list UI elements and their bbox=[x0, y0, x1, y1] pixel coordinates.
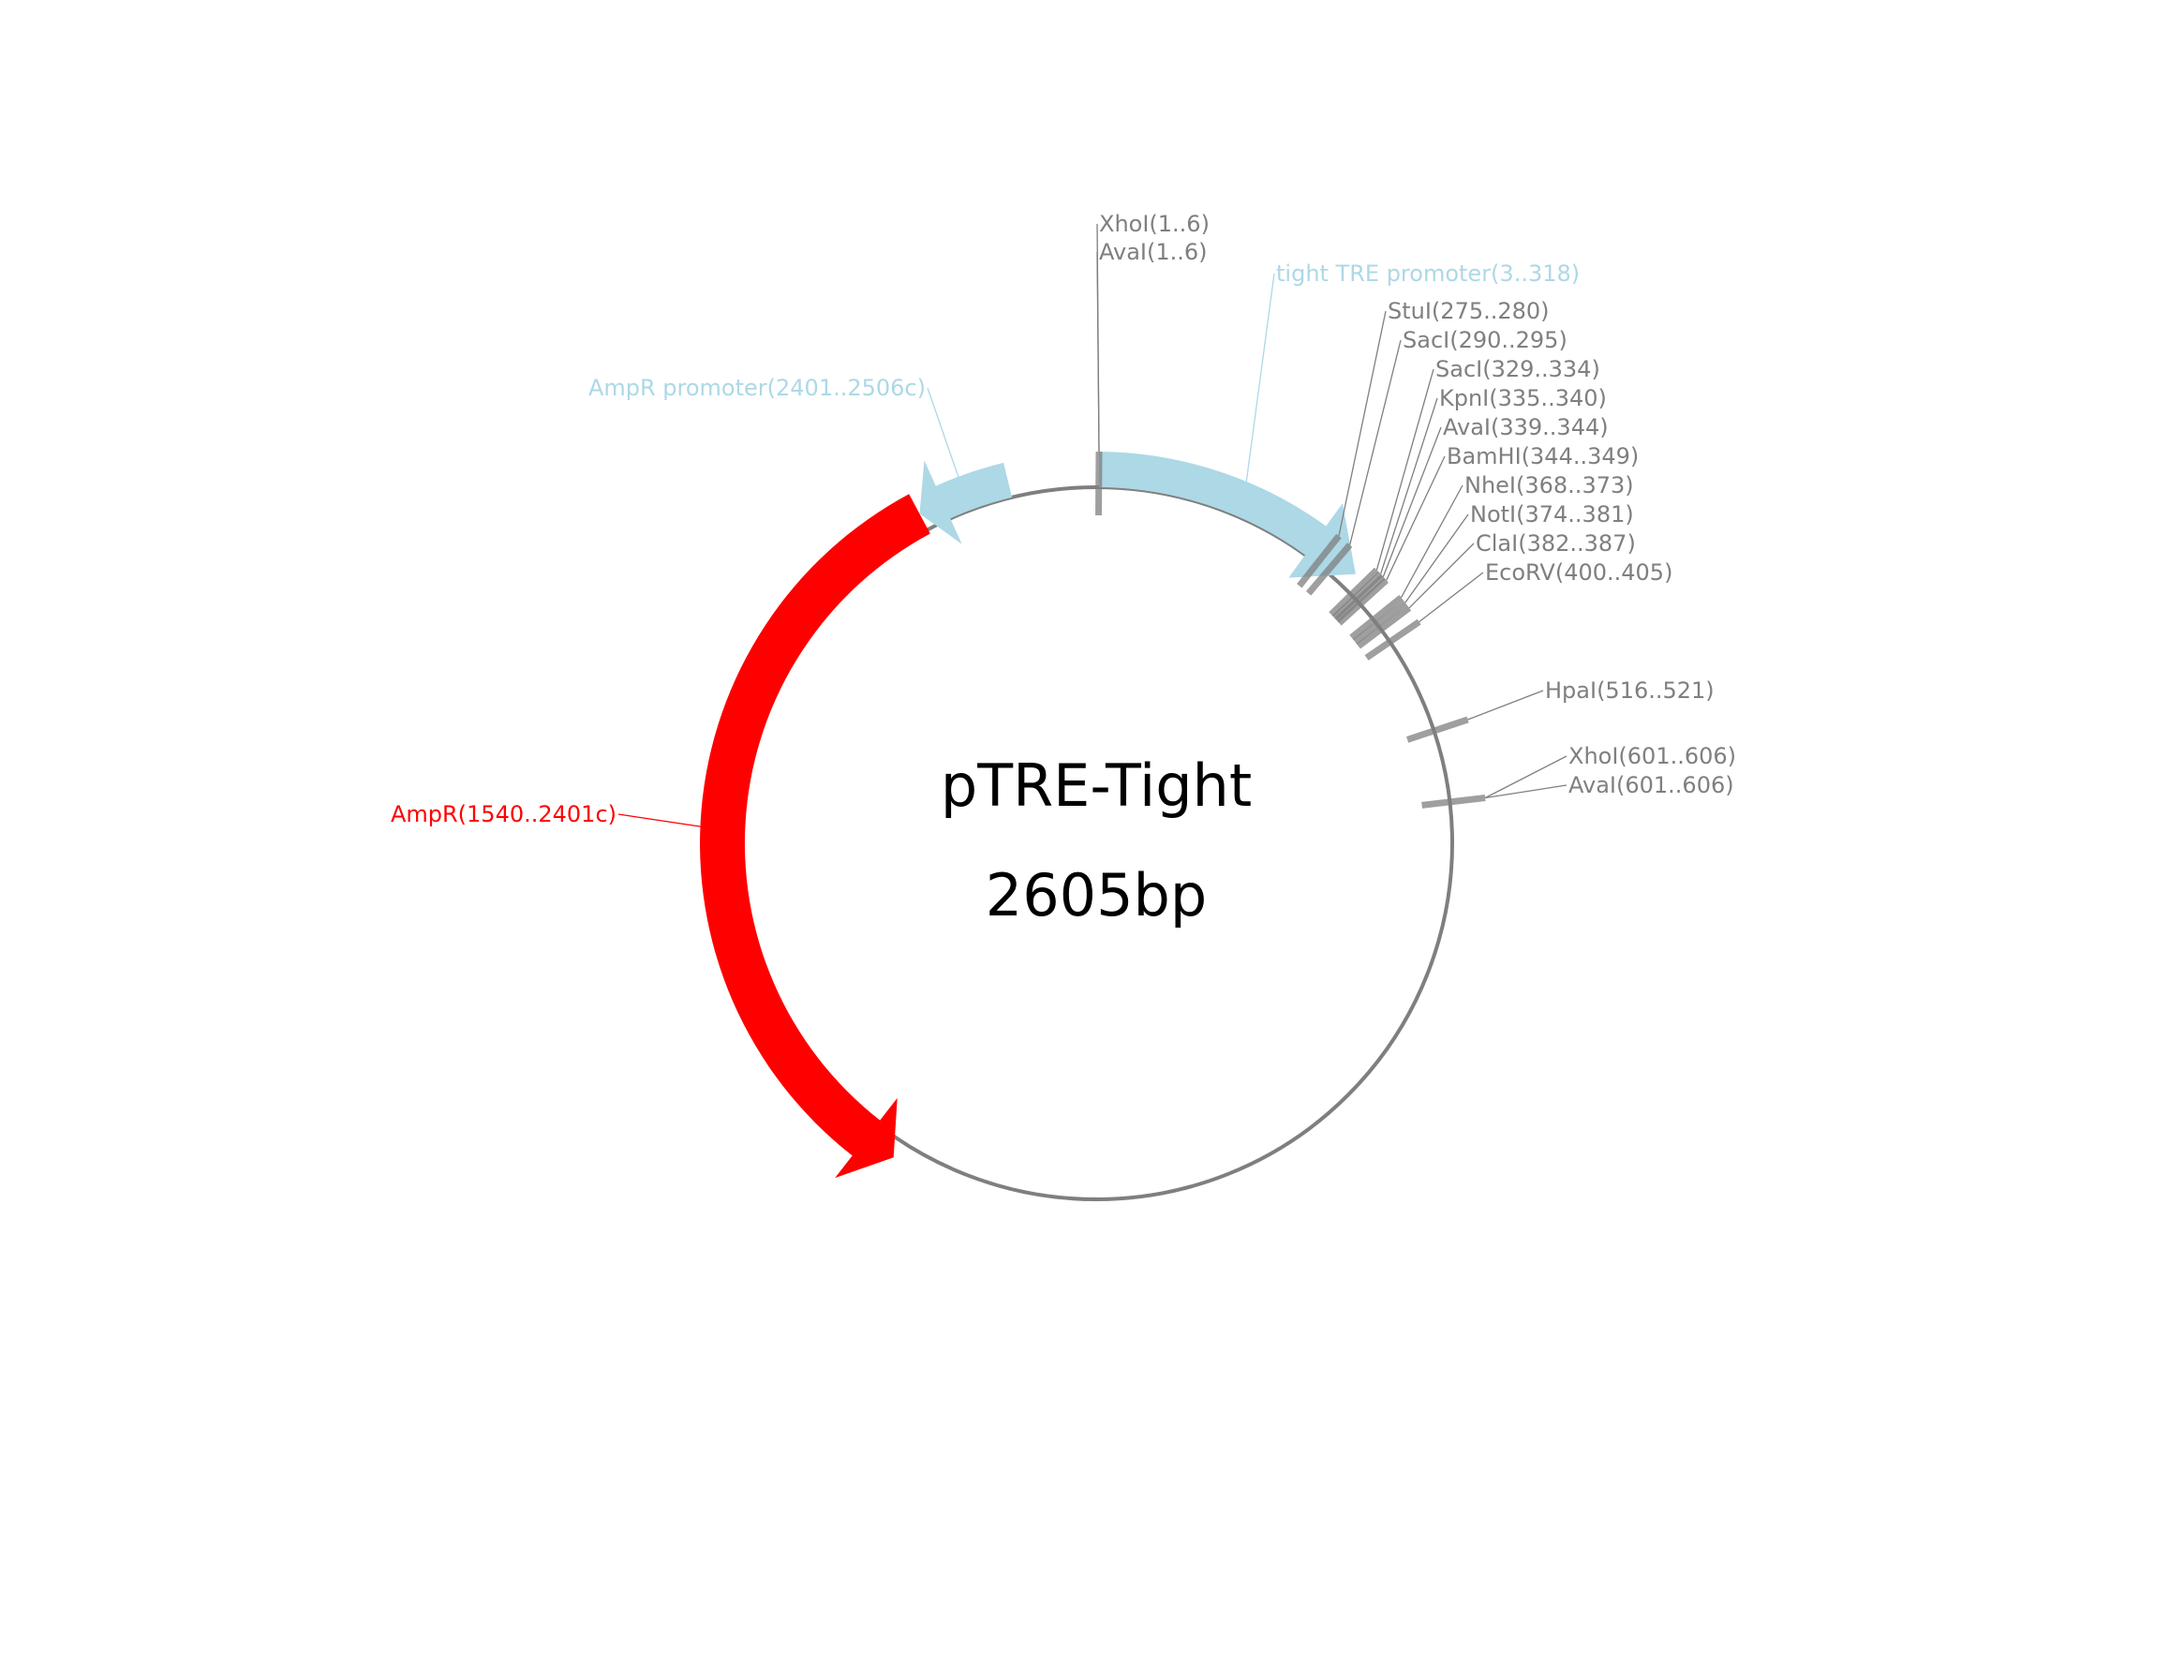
site-leader bbox=[1338, 310, 1387, 537]
site-tick bbox=[1305, 543, 1353, 596]
site-label: AvaI(339..344) bbox=[1443, 414, 1609, 440]
site-label: SacI(329..334) bbox=[1435, 356, 1600, 382]
site-leader bbox=[1386, 455, 1446, 581]
site-label: AvaI(1..6) bbox=[1099, 239, 1208, 265]
site-tick bbox=[1349, 594, 1404, 641]
site-label: BamHI(344..349) bbox=[1447, 443, 1639, 469]
site-leader bbox=[1404, 513, 1469, 603]
site-tick bbox=[1334, 574, 1386, 623]
feature-leader-ampr bbox=[617, 813, 713, 829]
feature-arrow-ampr-promoter bbox=[919, 460, 1013, 544]
site-layer bbox=[1095, 451, 1486, 809]
site-leader bbox=[1484, 755, 1567, 799]
feature-label-ampr-promoter: AmpR promoter(2401..2506c) bbox=[588, 375, 926, 401]
site-leader bbox=[1379, 397, 1438, 574]
feature-layer bbox=[700, 452, 1356, 1179]
site-label: StuI(275..280) bbox=[1388, 298, 1550, 324]
site-leader bbox=[1467, 690, 1544, 721]
site-tick bbox=[1356, 605, 1412, 649]
site-label: ClaI(382..387) bbox=[1476, 530, 1636, 557]
site-label: EcoRV(400..405) bbox=[1485, 559, 1672, 586]
site-tick bbox=[1329, 567, 1379, 617]
site-label: NheI(368..373) bbox=[1464, 472, 1634, 498]
site-leader bbox=[1382, 426, 1442, 577]
plasmid-size: 2605bp bbox=[986, 861, 1208, 929]
site-tick bbox=[1405, 716, 1469, 743]
leader-layer bbox=[617, 223, 1567, 829]
site-leader bbox=[1349, 339, 1402, 545]
feature-leader-tight-tre-promoter bbox=[1245, 273, 1275, 484]
feature-arrow-tight-tre-promoter bbox=[1098, 452, 1356, 578]
site-label: AvaI(601..606) bbox=[1568, 772, 1734, 798]
site-tick bbox=[1421, 795, 1486, 809]
site-label: HpaI(516..521) bbox=[1545, 677, 1715, 704]
site-leader bbox=[1375, 368, 1434, 571]
feature-leader-ampr-promoter bbox=[927, 387, 962, 486]
site-leader bbox=[1408, 543, 1475, 609]
site-tick bbox=[1336, 577, 1389, 626]
site-label: NotI(374..381) bbox=[1470, 501, 1634, 528]
site-leader bbox=[1400, 484, 1463, 599]
plasmid-name: pTRE-Tight bbox=[941, 751, 1252, 820]
site-leader bbox=[1485, 784, 1567, 799]
site-tick bbox=[1364, 618, 1421, 661]
site-label: KpnI(335..340) bbox=[1439, 385, 1607, 411]
site-label: XhoI(601..606) bbox=[1568, 743, 1736, 769]
site-tick bbox=[1353, 600, 1407, 645]
site-tick bbox=[1297, 533, 1342, 588]
label-layer: tight TRE promoter(3..318) AmpR promoter(… bbox=[391, 211, 1736, 827]
site-label: SacI(290..295) bbox=[1403, 327, 1567, 353]
feature-label-ampr: AmpR(1540..2401c) bbox=[391, 801, 617, 827]
site-tick bbox=[1331, 572, 1384, 620]
feature-arrow-ampr bbox=[700, 494, 930, 1179]
site-leader bbox=[1096, 251, 1100, 453]
site-tick bbox=[1095, 451, 1103, 516]
feature-label-tight-tre-promoter: tight TRE promoter(3..318) bbox=[1276, 260, 1580, 287]
site-leader bbox=[1419, 572, 1484, 623]
site-label: XhoI(1..6) bbox=[1099, 211, 1210, 237]
